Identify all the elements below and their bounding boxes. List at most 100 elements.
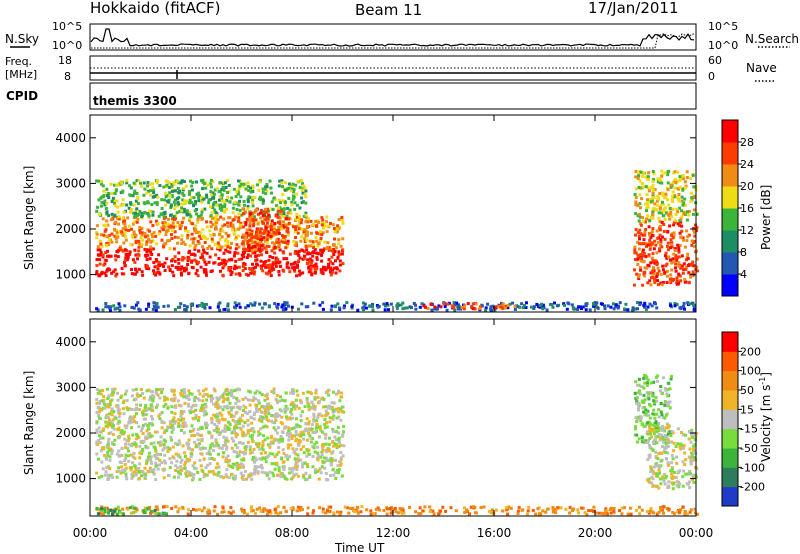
data-cell-1-178 xyxy=(642,400,646,404)
data-cell-5-103 xyxy=(664,211,668,215)
data-cell-0-734 xyxy=(313,395,317,399)
data-cell-0-1140 xyxy=(212,402,215,406)
data-cell-3-30 xyxy=(252,222,256,226)
data-cell-1-154 xyxy=(654,435,658,439)
data-cell-0-960 xyxy=(294,430,298,433)
data-cell-0-1128 xyxy=(276,415,279,418)
data-cell-2-536 xyxy=(293,207,297,211)
data-cell-1-516 xyxy=(196,217,200,221)
data-cell-6-130 xyxy=(217,302,221,306)
data-cell-1-398 xyxy=(132,230,136,234)
data-cell-0-313 xyxy=(95,401,99,405)
data-cell-0-1538 xyxy=(227,391,231,395)
data-cell-6-250 xyxy=(617,304,621,308)
data-cell-0-357 xyxy=(270,267,273,271)
data-cell-6-175 xyxy=(233,301,237,305)
data-cell-2-144 xyxy=(651,477,655,481)
data-cell-5-34 xyxy=(669,185,673,189)
data-cell-0-491 xyxy=(290,437,294,440)
data-cell-0-998 xyxy=(149,442,153,446)
data-cell-1-417 xyxy=(197,234,201,238)
data-cell-5-137 xyxy=(661,214,665,218)
data-cell-0-1330 xyxy=(190,392,194,396)
data-cell-4-258 xyxy=(677,264,681,268)
data-cell-3-8 xyxy=(378,508,382,512)
data-cell-6-269 xyxy=(115,306,119,310)
data-cell-0-1025 xyxy=(320,465,324,469)
data-cell-0-606 xyxy=(288,471,292,475)
data-cell-0-148 xyxy=(110,410,113,414)
data-cell-0-1527 xyxy=(331,429,335,433)
data-cell-4-90 xyxy=(675,258,679,262)
data-cell-0-231 xyxy=(100,272,104,276)
data-cell-6-90 xyxy=(636,301,639,305)
data-cell-2-410 xyxy=(293,201,297,205)
data-cell-0-226 xyxy=(341,262,345,266)
data-cell-1-484 xyxy=(162,245,166,249)
data-cell-2-491 xyxy=(179,181,183,185)
data-cell-2-27 xyxy=(672,441,676,445)
data-cell-0-834 xyxy=(291,392,295,395)
data-cell-0-876 xyxy=(182,410,186,414)
data-cell-2-121 xyxy=(672,449,676,453)
data-cell-4-38 xyxy=(687,280,691,284)
data-cell-2-522 xyxy=(146,184,150,188)
data-cell-0-291 xyxy=(187,257,191,261)
data-cell-4-239 xyxy=(682,262,686,266)
data-cell-2-158 xyxy=(655,441,659,445)
data-cell-0-1400 xyxy=(321,448,325,452)
data-cell-2-179 xyxy=(244,182,248,186)
data-cell-0-1331 xyxy=(292,473,296,477)
data-cell-0-934 xyxy=(328,420,332,424)
data-cell-3-256 xyxy=(662,511,665,515)
data-cell-4-80 xyxy=(649,261,653,265)
data-cell-2-377 xyxy=(180,209,184,213)
data-cell-0-746 xyxy=(251,433,254,437)
data-cell-1-113 xyxy=(656,374,660,378)
data-cell-0-1119 xyxy=(164,461,167,465)
data-cell-2-77 xyxy=(664,457,668,461)
data-cell-2-210 xyxy=(656,474,660,478)
data-cell-5-182 xyxy=(666,188,670,192)
data-cell-3-182 xyxy=(683,510,687,513)
data-cell-0-610 xyxy=(110,441,114,445)
data-cell-4-183 xyxy=(655,275,659,278)
data-cell-0-620 xyxy=(194,467,198,471)
data-cell-0-1182 xyxy=(234,474,237,478)
data-cell-6-178 xyxy=(152,301,156,305)
data-cell-0-328 xyxy=(115,249,119,253)
data-cell-0-868 xyxy=(337,410,341,414)
data-cell-0-775 xyxy=(291,475,295,479)
data-cell-0-263 xyxy=(314,470,317,474)
data-cell-0-384 xyxy=(130,272,134,276)
data-cell-3-257 xyxy=(551,506,555,509)
data-cell-4-253 xyxy=(675,282,679,286)
data-cell-1-355 xyxy=(335,227,339,231)
data-cell-0-972 xyxy=(154,455,158,459)
data-cell-1-189 xyxy=(127,224,131,228)
data-cell-3-48 xyxy=(527,505,531,509)
data-cell-0-1192 xyxy=(337,436,341,440)
data-cell-2-78 xyxy=(175,211,179,215)
data-cell-0-500 xyxy=(101,429,105,432)
data-cell-0-199 xyxy=(170,264,174,268)
data-cell-6-149 xyxy=(246,304,250,308)
data-cell-0-74 xyxy=(212,458,216,462)
data-cell-0-62 xyxy=(282,257,286,261)
data-cell-1-183 xyxy=(642,386,646,390)
data-cell-0-811 xyxy=(173,396,177,400)
data-cell-0-426 xyxy=(168,457,172,461)
data-cell-0-1431 xyxy=(194,408,198,412)
data-cell-5-110 xyxy=(638,179,642,183)
data-cell-2-433 xyxy=(282,209,286,213)
data-cell-1-8 xyxy=(303,237,307,241)
power-ylabel: Slant Range [km] xyxy=(22,166,36,270)
data-cell-4-195 xyxy=(637,275,641,279)
data-cell-4-27 xyxy=(650,256,654,260)
data-cell-0-295 xyxy=(334,271,338,275)
data-cell-1-23 xyxy=(640,436,644,440)
data-cell-0-283 xyxy=(285,257,289,261)
data-cell-0-408 xyxy=(309,261,313,265)
data-cell-0-1031 xyxy=(277,438,281,442)
data-cell-1-166 xyxy=(634,416,638,420)
